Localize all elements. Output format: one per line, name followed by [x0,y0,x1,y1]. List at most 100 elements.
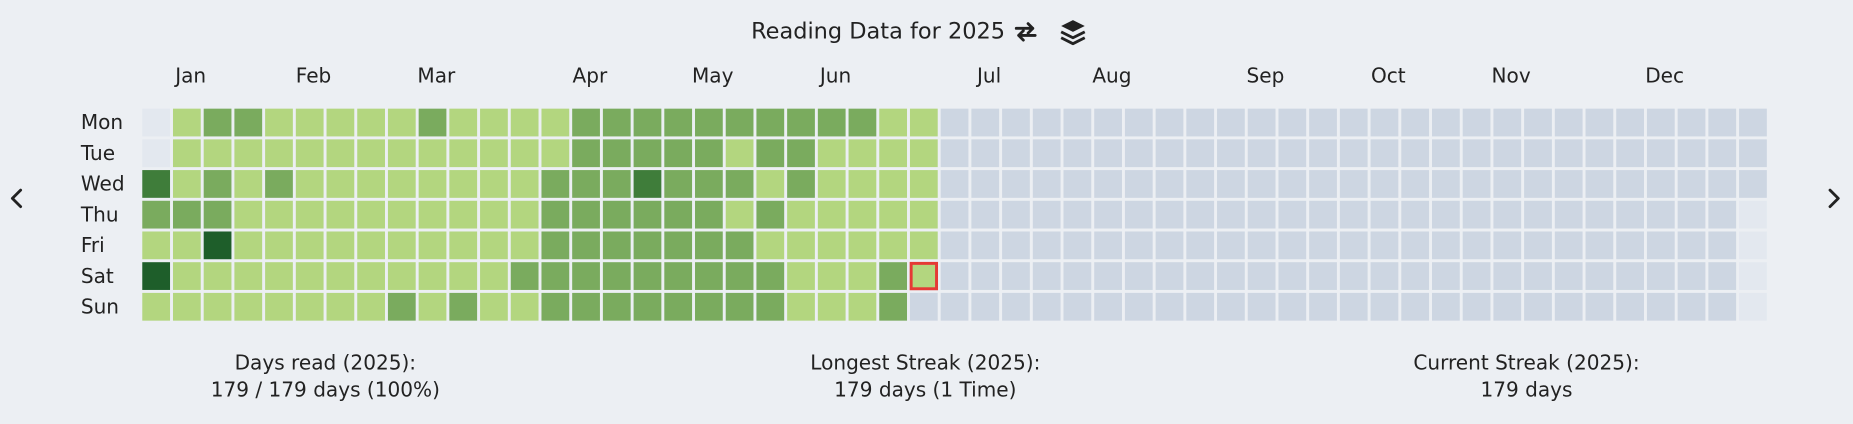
refresh-button[interactable] [1014,22,1037,42]
day-cell [510,200,539,229]
previous-button[interactable] [3,182,31,215]
day-cell [848,292,877,321]
day-cell [1278,200,1307,229]
day-cell [480,262,508,290]
day-cell [1186,292,1215,321]
day-cell [326,139,355,168]
day-cell [357,231,385,260]
day-cell [787,200,815,229]
day-cell [848,170,877,198]
day-cell [1616,231,1644,260]
day-cell [357,170,385,198]
day-cell [1278,139,1307,168]
day-cell [1431,231,1460,260]
day-cell [1032,108,1061,137]
day-cell [664,170,693,198]
day-cell [1677,262,1706,290]
day-cell [295,139,324,168]
day-cell [1309,200,1337,229]
day-cell [879,139,908,168]
day-cell [725,292,754,321]
day-cell [725,139,754,168]
day-cell [602,108,631,137]
day-cell [1124,292,1153,321]
day-cell [1431,108,1460,137]
day-cell [203,108,232,137]
day-cell [234,231,263,260]
day-cell [1677,139,1706,168]
layers-button[interactable] [1060,20,1086,46]
day-cell [725,231,754,260]
day-cell [1462,108,1491,137]
day-cell [787,262,815,290]
day-cell [265,231,293,260]
day-cell [541,108,570,137]
day-cell [1309,170,1337,198]
month-label: Jan [173,63,206,87]
day-cell [418,139,447,168]
day-cell [1063,262,1092,290]
day-cell [234,170,263,198]
day-cell [203,170,232,198]
day-cell [633,231,662,260]
day-cell [1063,108,1092,137]
day-cell [1524,292,1552,321]
day-cell [172,262,201,290]
day-cell [817,262,846,290]
day-cell [1186,200,1215,229]
day-cell [1524,170,1552,198]
day-cell [142,262,171,290]
day-cell [602,170,631,198]
day-cell [1431,139,1460,168]
day-cell [1309,108,1337,137]
day-cell [1370,139,1399,168]
day-cell [1063,170,1092,198]
day-cell [1217,170,1245,198]
day-cell [172,108,201,137]
day-cell [1585,200,1614,229]
day-cell [695,262,723,290]
day-cell [295,108,324,137]
day-cell [971,108,1000,137]
day-cell [971,292,1000,321]
day-cell [387,170,416,198]
day-cell [1554,139,1583,168]
day-cell [1493,108,1522,137]
day-cell [1217,139,1245,168]
day-cell [480,108,508,137]
day-cell [1554,108,1583,137]
stat-value: 179 / 179 days (100%) [211,377,440,401]
day-cell [1155,200,1184,229]
day-cell [1124,200,1153,229]
day-cell [1739,200,1767,229]
day-cell [480,200,508,229]
day-cell [1124,231,1153,260]
day-cell [1585,262,1614,290]
day-cell [1708,139,1737,168]
day-cell [1493,139,1522,168]
day-cell [1094,200,1122,229]
day-cell [1155,170,1184,198]
day-cell [1708,262,1737,290]
day-cell [203,200,232,229]
day-cell [1739,231,1767,260]
day-cell [265,292,293,321]
day-cell [909,139,938,168]
day-cell [1063,292,1092,321]
day-cell [418,292,447,321]
day-cell [909,292,938,321]
day-cell [1462,262,1491,290]
day-cell [1493,292,1522,321]
day-cell [172,170,201,198]
day-cell [602,200,631,229]
day-cell [1401,292,1430,321]
day-cell [1032,292,1061,321]
day-cell [909,108,938,137]
day-cell [480,170,508,198]
day-cell [1155,108,1184,137]
day-cell [1524,139,1552,168]
day-cell [1401,170,1430,198]
day-cell [1585,139,1614,168]
next-button[interactable] [1819,182,1847,215]
day-cell [1401,200,1430,229]
